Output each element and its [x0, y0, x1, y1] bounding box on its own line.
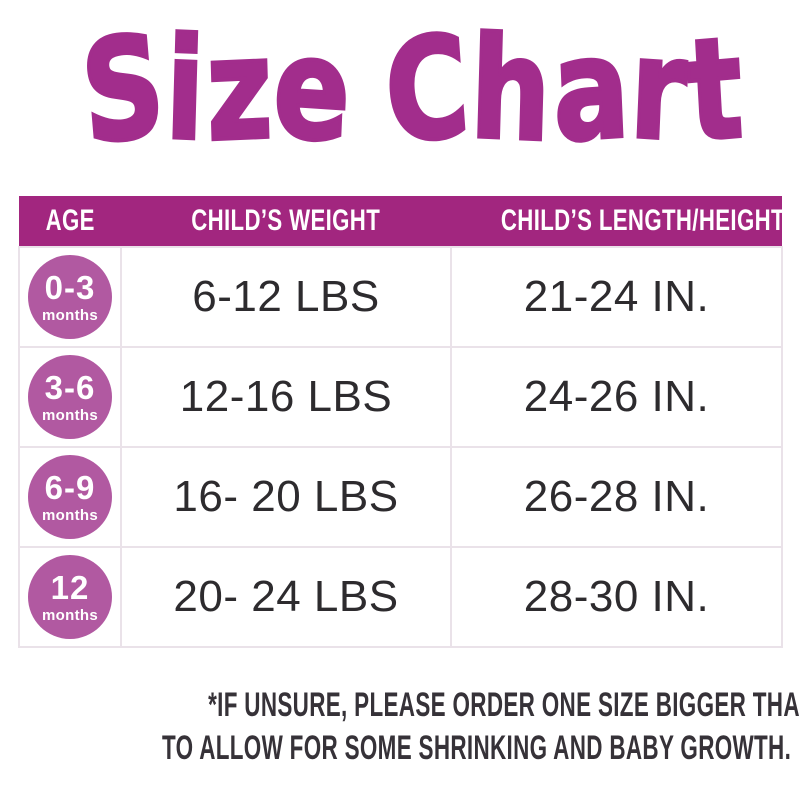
- size-chart-table: AGE CHILD’S WEIGHT CHILD’S LENGTH/HEIGHT…: [18, 196, 785, 648]
- age-unit: months: [42, 607, 98, 624]
- table-row: 0-3 months 6-12 LBS 21-24 IN.: [18, 246, 783, 348]
- table-row: 6-9 months 16- 20 LBS 26-28 IN.: [18, 446, 783, 548]
- column-header-age-label: AGE: [45, 204, 95, 237]
- age-badge: 3-6 months: [28, 355, 112, 439]
- age-unit: months: [42, 307, 98, 324]
- page-title: Size Chart: [0, 2, 800, 179]
- age-unit: months: [42, 407, 98, 424]
- weight-cell: 16- 20 LBS: [120, 446, 452, 548]
- footnote-line-1: *IF UNSURE, PLEASE ORDER ONE SIZE BIGGER…: [0, 687, 800, 730]
- age-badge: 12 months: [28, 555, 112, 639]
- length-cell: 21-24 IN.: [450, 246, 783, 348]
- length-cell: 26-28 IN.: [450, 446, 783, 548]
- length-cell: 28-30 IN.: [450, 546, 783, 648]
- footnote: *IF UNSURE, PLEASE ORDER ONE SIZE BIGGER…: [0, 687, 800, 773]
- age-cell: 12 months: [18, 546, 122, 648]
- length-cell: 24-26 IN.: [450, 346, 783, 448]
- column-header-weight-label: CHILD’S WEIGHT: [191, 204, 381, 237]
- table-row: 12 months 20- 24 LBS 28-30 IN.: [18, 546, 783, 648]
- age-badge: 6-9 months: [28, 455, 112, 539]
- column-header-length: CHILD’S LENGTH/HEIGHT: [451, 196, 785, 247]
- column-header-age: AGE: [19, 196, 121, 247]
- age-cell: 0-3 months: [18, 246, 122, 348]
- age-range: 3-6: [44, 369, 96, 406]
- age-cell: 3-6 months: [18, 346, 122, 448]
- footnote-line-2-text: TO ALLOW FOR SOME SHRINKING AND BABY GRO…: [162, 729, 792, 767]
- table-row: 3-6 months 12-16 LBS 24-26 IN.: [18, 346, 783, 448]
- column-header-weight: CHILD’S WEIGHT: [121, 196, 451, 247]
- footnote-line-2: TO ALLOW FOR SOME SHRINKING AND BABY GRO…: [0, 730, 800, 773]
- footnote-line-1-text: *IF UNSURE, PLEASE ORDER ONE SIZE BIGGER…: [208, 686, 800, 724]
- age-badge: 0-3 months: [28, 255, 112, 339]
- weight-cell: 12-16 LBS: [120, 346, 452, 448]
- age-range: 6-9: [44, 469, 96, 506]
- weight-cell: 6-12 LBS: [120, 246, 452, 348]
- age-cell: 6-9 months: [18, 446, 122, 548]
- table-header-row: AGE CHILD’S WEIGHT CHILD’S LENGTH/HEIGHT: [19, 196, 785, 247]
- column-header-length-label: CHILD’S LENGTH/HEIGHT: [500, 204, 785, 237]
- weight-cell: 20- 24 LBS: [120, 546, 452, 648]
- age-range: 0-3: [44, 269, 96, 306]
- page-title-text: Size Chart: [74, 2, 750, 179]
- age-unit: months: [42, 507, 98, 524]
- age-range: 12: [50, 569, 90, 606]
